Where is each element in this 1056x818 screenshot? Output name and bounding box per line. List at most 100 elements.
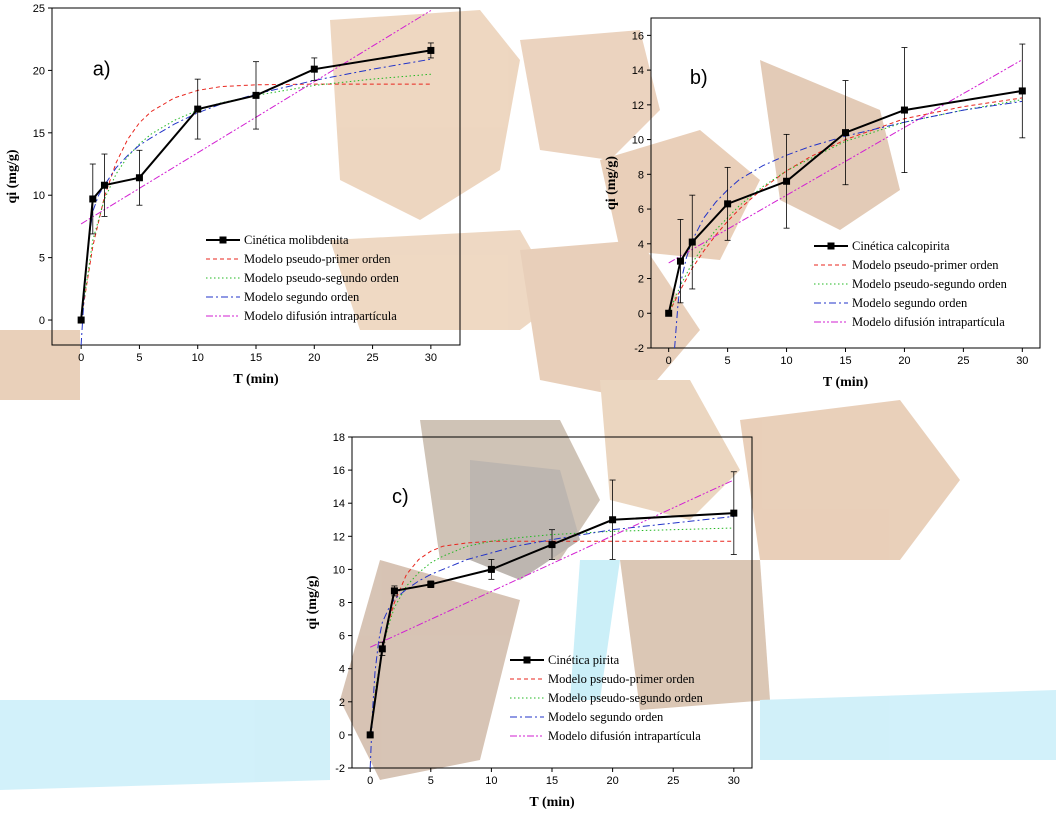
y-tick-label: 6 <box>339 631 345 643</box>
legend-label: Modelo pseudo-primer orden <box>244 252 391 266</box>
x-tick-label: 5 <box>136 352 142 364</box>
y-tick-label: 5 <box>39 253 45 265</box>
legend-marker <box>219 236 227 244</box>
data-point <box>900 106 908 114</box>
legend-label: Modelo pseudo-segundo orden <box>244 271 400 285</box>
y-tick-label: 14 <box>632 65 644 77</box>
model-line-pseudo-segundo <box>668 99 1023 314</box>
legend-label: Modelo difusión intrapartícula <box>548 729 701 743</box>
model-line-segundo <box>369 515 734 768</box>
data-point <box>366 731 374 739</box>
y-tick-label: 18 <box>333 432 345 444</box>
y-tick-label: 8 <box>339 598 345 610</box>
data-point <box>665 309 673 317</box>
legend-label: Modelo segundo orden <box>852 296 968 310</box>
model-line-pseudo-segundo <box>80 73 431 321</box>
x-axis-title: T (min) <box>529 795 575 810</box>
series-group <box>366 471 738 768</box>
x-tick-label: 25 <box>366 352 378 364</box>
data-point <box>378 645 386 653</box>
data-point <box>688 238 696 246</box>
data-point <box>100 181 108 189</box>
legend-marker <box>827 242 835 250</box>
y-tick-label: 2 <box>339 697 345 709</box>
data-point <box>252 91 260 99</box>
x-tick-label: 0 <box>78 352 84 364</box>
y-tick-label: 16 <box>333 465 345 477</box>
y-tick-label: 0 <box>39 315 45 327</box>
experimental-line <box>369 512 734 736</box>
data-point <box>135 174 143 182</box>
x-axis-title: T (min) <box>233 372 279 387</box>
x-axis-title: T (min) <box>823 375 869 390</box>
data-point <box>842 129 849 137</box>
series-group <box>77 10 435 345</box>
legend-label: Cinética molibdenita <box>244 233 349 247</box>
y-tick-label: 2 <box>638 274 644 286</box>
legend: Cinética molibdenita Modelo pseudo-primer… <box>206 233 400 323</box>
x-tick-label: 20 <box>606 775 618 787</box>
x-tick-label: 10 <box>192 352 204 364</box>
panel-label: b) <box>690 67 708 89</box>
y-tick-label: 12 <box>632 100 644 112</box>
data-point <box>89 195 97 203</box>
y-tick-label: 15 <box>33 128 45 140</box>
data-point <box>783 177 791 185</box>
x-tick-label: 0 <box>367 775 373 787</box>
x-tick-label: 25 <box>667 775 679 787</box>
data-point <box>194 105 202 113</box>
legend-label: Cinética pirita <box>548 653 620 667</box>
y-tick-label: 12 <box>333 531 345 543</box>
legend: Cinética calcopirita Modelo pseudo-primer… <box>814 239 1008 329</box>
y-tick-label: 6 <box>638 204 644 216</box>
y-tick-label: 0 <box>339 730 345 742</box>
y-tick-label: 25 <box>33 3 45 15</box>
x-tick-label: 5 <box>725 355 731 367</box>
x-tick-label: 0 <box>666 355 672 367</box>
model-line-pseudo-primer <box>668 97 1023 314</box>
data-point <box>724 200 732 208</box>
legend-label: Modelo pseudo-primer orden <box>548 672 695 686</box>
legend-label: Modelo segundo orden <box>548 710 664 724</box>
legend-label: Modelo pseudo-primer orden <box>852 258 999 272</box>
y-tick-label: 10 <box>333 564 345 576</box>
data-point <box>676 257 684 265</box>
x-tick-label: 25 <box>957 355 969 367</box>
data-point <box>487 565 495 573</box>
y-axis-title: qi (mg/g) <box>604 156 619 210</box>
data-point <box>609 516 617 524</box>
legend-label: Modelo pseudo-segundo orden <box>548 691 704 705</box>
y-axis-title: qi (mg/g) <box>305 575 320 629</box>
legend-label: Modelo difusión intrapartícula <box>852 315 1005 329</box>
legend-label: Modelo difusión intrapartícula <box>244 309 397 323</box>
data-point <box>310 65 318 73</box>
x-tick-label: 15 <box>839 355 851 367</box>
panel-label: a) <box>93 58 111 80</box>
y-tick-label: 0 <box>638 308 644 320</box>
x-tick-label: 15 <box>546 775 558 787</box>
x-tick-label: 30 <box>728 775 740 787</box>
x-tick-label: 10 <box>485 775 497 787</box>
data-point <box>730 509 738 517</box>
y-tick-label: -2 <box>634 343 644 355</box>
y-tick-label: 20 <box>33 65 45 77</box>
model-line-pseudo-primer <box>369 540 734 735</box>
x-tick-label: 30 <box>425 352 437 364</box>
data-point <box>77 316 85 324</box>
x-tick-label: 15 <box>250 352 262 364</box>
data-point <box>427 46 435 54</box>
legend-marker <box>523 656 531 664</box>
x-tick-label: 30 <box>1016 355 1028 367</box>
legend-label: Modelo pseudo-segundo orden <box>852 277 1008 291</box>
y-tick-label: 14 <box>333 498 345 510</box>
legend: Cinética pirita Modelo pseudo-primer orde… <box>510 653 704 743</box>
y-axis-title: qi (mg/g) <box>5 149 20 203</box>
data-point <box>1018 87 1026 95</box>
x-tick-label: 10 <box>780 355 792 367</box>
y-tick-label: -2 <box>335 763 345 775</box>
data-point <box>548 541 556 549</box>
model-line-difusion <box>369 479 735 648</box>
